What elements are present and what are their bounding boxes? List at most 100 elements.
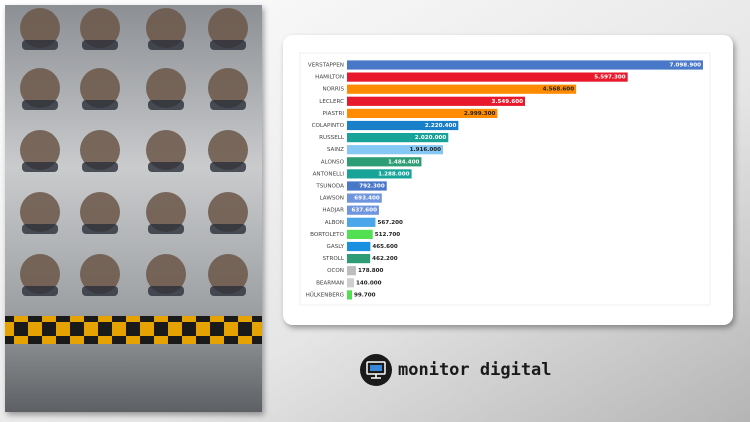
category-label: RUSSELL: [319, 135, 345, 141]
driver-photo: [80, 192, 120, 232]
category-label: STROLL: [323, 256, 345, 262]
value-label: 2.020.000: [415, 135, 447, 141]
driver-suit: [148, 224, 184, 234]
value-label: 637.600: [351, 208, 377, 214]
bar: [347, 229, 373, 239]
value-label: 178.800: [358, 268, 384, 274]
driver-photo: [208, 8, 248, 48]
driver-photo: [80, 68, 120, 108]
bar-chart: VERSTAPPEN 7.098.900 HAMILTON 5.597.300 NORR…: [306, 60, 703, 300]
value-label: 1.916.000: [410, 147, 442, 153]
driver-suit: [22, 162, 58, 172]
category-label: SAINZ: [327, 147, 344, 153]
value-label: 512.700: [375, 232, 401, 238]
driver-photo: [20, 130, 60, 170]
bar: [347, 254, 371, 264]
driver-suit: [22, 286, 58, 296]
category-label: VERSTAPPEN: [308, 63, 344, 69]
category-label: LECLERC: [319, 99, 344, 105]
driver-photo: [20, 192, 60, 232]
category-label: HADJAR: [322, 208, 344, 214]
driver-suit: [210, 162, 246, 172]
value-label: 1.484.400: [388, 159, 420, 165]
bar: [347, 145, 444, 155]
category-label: LAWSON: [320, 196, 344, 202]
driver-photo: [146, 68, 186, 108]
driver-photo: [80, 130, 120, 170]
category-label: NORRIS: [322, 87, 344, 93]
driver-suit: [82, 162, 118, 172]
bar: [347, 181, 387, 191]
bar: [347, 157, 422, 167]
value-label: 7.098.900: [670, 63, 702, 69]
value-label: 5.597.300: [594, 75, 626, 81]
bar: [347, 169, 412, 179]
bar: [347, 108, 498, 118]
bar: [347, 96, 526, 106]
driver-suit: [148, 100, 184, 110]
category-label: BORTOLETO: [310, 232, 345, 238]
category-label: OCON: [327, 268, 344, 274]
chart-card: VERSTAPPEN 7.098.900 HAMILTON 5.597.300 NORR…: [283, 35, 733, 325]
value-label: 462.200: [372, 256, 398, 262]
bar: [347, 72, 628, 82]
driver-photo: [146, 254, 186, 294]
driver-suit: [22, 224, 58, 234]
driver-suit: [22, 100, 58, 110]
category-label: ALBON: [325, 220, 344, 226]
photo-panel: [5, 5, 262, 412]
value-label: 465.600: [372, 244, 398, 250]
value-label: 1.288.000: [378, 171, 410, 177]
value-label: 140.000: [356, 280, 382, 286]
driver-suit: [82, 40, 118, 50]
bar: [347, 84, 577, 94]
driver-suit: [210, 100, 246, 110]
driver-photo: [20, 254, 60, 294]
bar: [347, 241, 371, 252]
driver-photo: [208, 254, 248, 294]
brand-name: monitor digital: [398, 360, 552, 380]
category-label: ANTONELLI: [313, 171, 345, 177]
driver-suit: [148, 162, 184, 172]
category-label: GASLY: [326, 244, 344, 250]
value-label: 99.700: [354, 292, 376, 298]
driver-photo: [208, 130, 248, 170]
bar: [347, 290, 352, 300]
category-label: COLAPINTO: [312, 123, 345, 129]
category-label: TSUNODA: [315, 184, 344, 190]
driver-suit: [82, 100, 118, 110]
bar: [347, 217, 376, 227]
logo: monitor digital: [360, 354, 552, 386]
driver-photo: [146, 130, 186, 170]
bar: [347, 205, 379, 215]
value-label: 2.999.300: [464, 111, 496, 117]
bar: [347, 193, 382, 203]
category-label: ALONSO: [321, 159, 345, 165]
driver-photo: [80, 254, 120, 294]
driver-photo: [20, 68, 60, 108]
driver-photo: [208, 192, 248, 232]
bar: [347, 266, 356, 276]
driver-suit: [210, 224, 246, 234]
bar: [347, 278, 355, 288]
driver-photo: [146, 192, 186, 232]
bar: [347, 120, 459, 131]
bar: [347, 60, 703, 70]
category-label: HAMILTON: [315, 75, 344, 81]
driver-photo: [208, 68, 248, 108]
category-label: BEARMAN: [316, 280, 344, 286]
bar: [347, 133, 449, 143]
driver-photo: [80, 8, 120, 48]
value-label: 567.200: [377, 220, 403, 226]
category-label: HÜLKENBERG: [306, 291, 344, 298]
driver-photos: [20, 8, 248, 296]
driver-suit: [148, 40, 184, 50]
category-label: PIASTRI: [323, 111, 345, 117]
value-label: 3.549.600: [492, 99, 524, 105]
driver-suit: [210, 286, 246, 296]
driver-photo: [146, 8, 186, 48]
value-label: 693.400: [354, 196, 380, 202]
driver-suit: [82, 286, 118, 296]
value-label: 4.568.600: [543, 87, 575, 93]
